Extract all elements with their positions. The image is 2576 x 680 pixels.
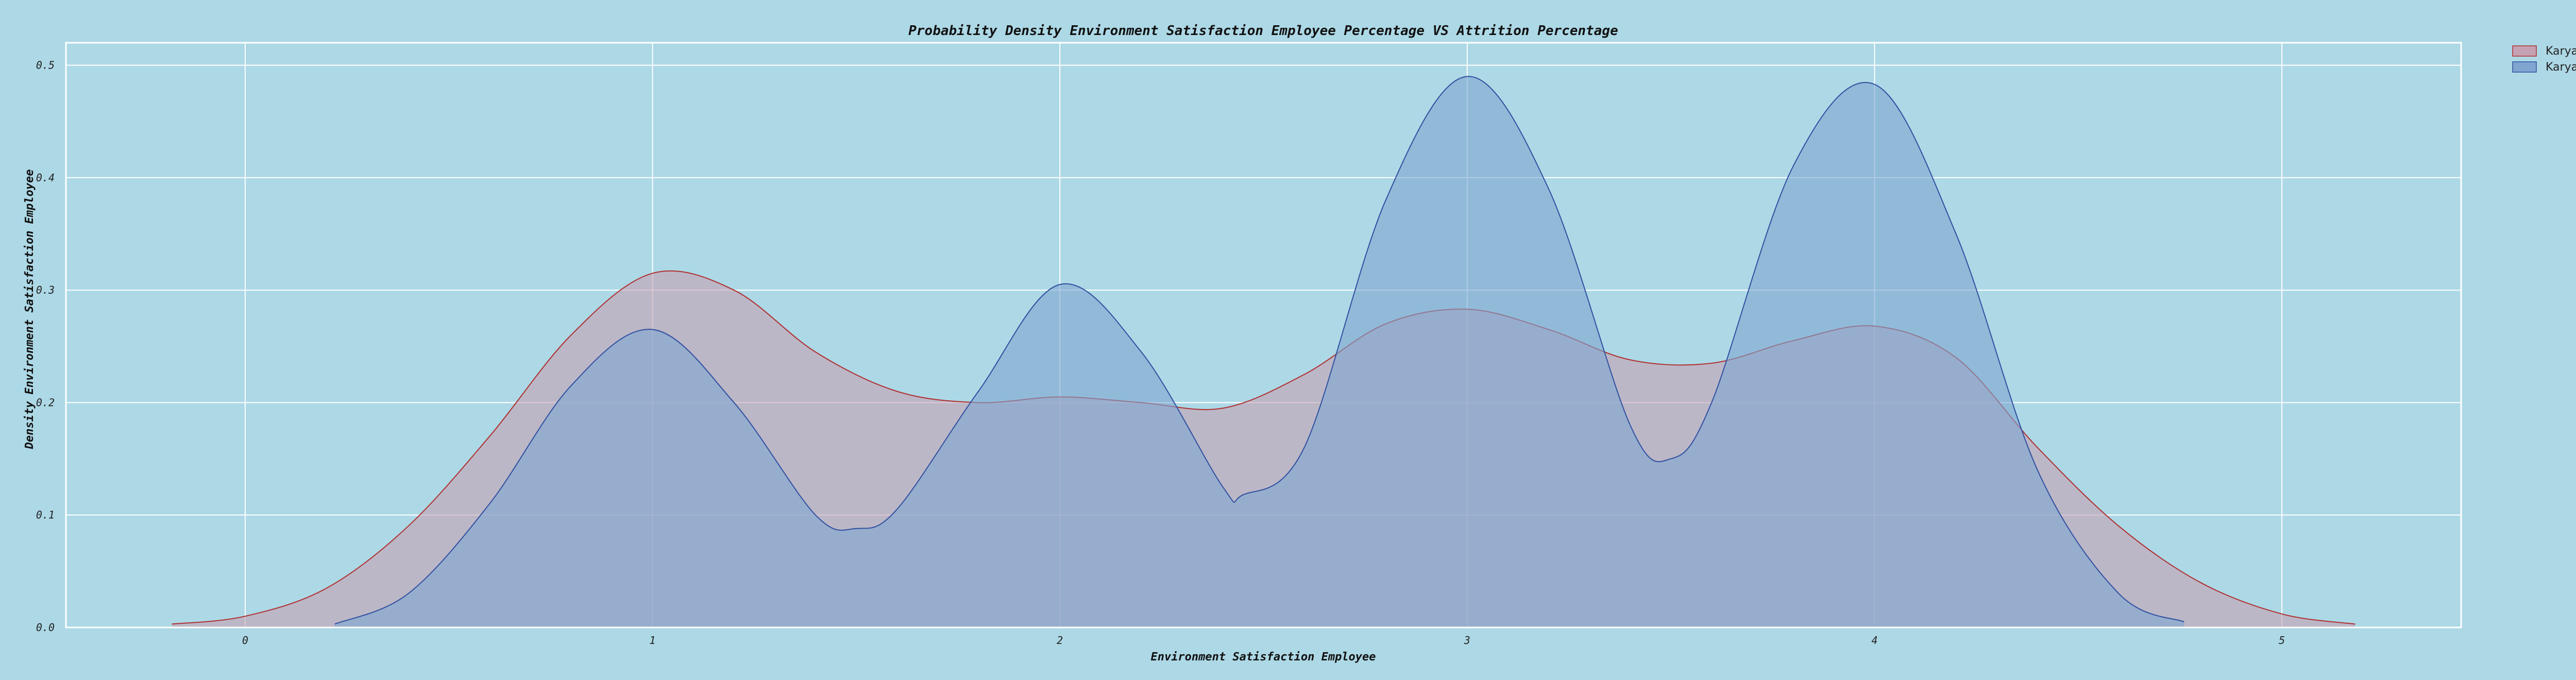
y-axis-title: Density Environment Satisfaction Employe…	[23, 169, 36, 449]
x-tick-label: 5	[2279, 634, 2285, 647]
x-tick-label: 1	[650, 634, 656, 647]
x-tick-labels: 0 1 2 3 4 5	[242, 634, 2285, 647]
legend: Karyawan Resign Karyawan Tidak Resign	[2512, 45, 2576, 74]
legend-swatch-resign	[2512, 45, 2537, 57]
plot-frame	[65, 42, 2462, 628]
x-tick-label: 2	[1057, 634, 1063, 647]
legend-swatch-tidak-resign	[2512, 61, 2537, 73]
x-tick-label: 0	[242, 634, 248, 647]
y-tick-label: 0.4	[36, 172, 55, 184]
x-axis-title: Environment Satisfaction Employee	[1150, 651, 1376, 664]
density-areas	[172, 76, 2355, 627]
x-tick-label: 3	[1464, 634, 1470, 647]
legend-label-resign: Karyawan Resign	[2546, 45, 2576, 58]
legend-label-tidak-resign: Karyawan Tidak Resign	[2546, 61, 2576, 74]
y-tick-label: 0.3	[36, 284, 55, 296]
x-tick-label: 4	[1871, 634, 1877, 647]
y-tick-label: 0.0	[36, 621, 55, 634]
y-tick-label: 0.1	[36, 509, 55, 521]
density-area-tidak-resign-line	[334, 76, 2184, 625]
y-tick-label: 0.2	[36, 396, 55, 409]
chart-title: Probability Density Environment Satisfac…	[908, 23, 1618, 39]
y-tick-labels: 0.0 0.1 0.2 0.3 0.4 0.5	[36, 59, 55, 634]
y-tick-label: 0.5	[36, 59, 55, 72]
density-area-tidak-resign	[334, 76, 2184, 627]
